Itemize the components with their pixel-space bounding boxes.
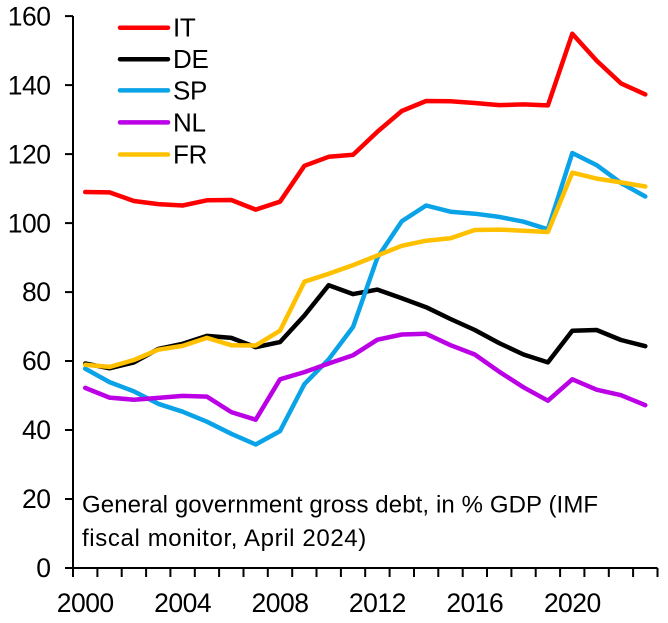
svg-text:FR: FR [173, 140, 207, 170]
svg-text:120: 120 [8, 139, 51, 169]
svg-text:80: 80 [22, 277, 50, 307]
svg-text:60: 60 [22, 346, 50, 376]
svg-text:160: 160 [8, 1, 51, 31]
svg-text:40: 40 [22, 415, 50, 445]
svg-text:2020: 2020 [544, 588, 601, 618]
svg-text:20: 20 [22, 484, 50, 514]
svg-text:2004: 2004 [154, 588, 211, 618]
svg-text:DE: DE [173, 44, 209, 74]
svg-text:2008: 2008 [252, 588, 309, 618]
svg-text:General government gross debt,: General government gross debt, in % GDP … [82, 491, 598, 518]
svg-text:2016: 2016 [446, 588, 503, 618]
svg-text:SP: SP [173, 75, 207, 105]
svg-text:2012: 2012 [349, 588, 406, 618]
svg-text:IT: IT [173, 13, 196, 43]
svg-text:0: 0 [36, 553, 50, 583]
svg-text:100: 100 [8, 208, 51, 238]
svg-text:2000: 2000 [57, 588, 114, 618]
svg-text:NL: NL [173, 107, 206, 137]
svg-text:140: 140 [8, 70, 51, 100]
svg-text:fiscal monitor, April 2024): fiscal monitor, April 2024) [82, 525, 367, 552]
